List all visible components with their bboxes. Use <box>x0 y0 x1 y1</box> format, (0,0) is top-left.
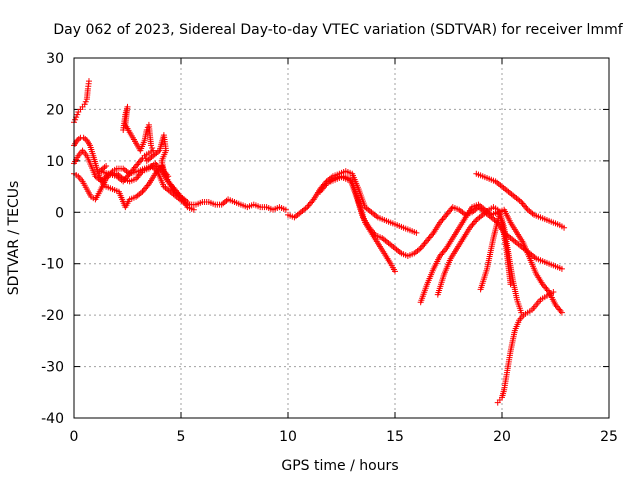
x-tick-labels: 0 5 10 15 20 25 <box>70 429 618 445</box>
data-point <box>139 155 146 162</box>
data-point <box>507 281 514 288</box>
data-point <box>149 145 156 151</box>
data-point <box>82 98 89 105</box>
x-tick-label: 25 <box>600 429 618 445</box>
y-tick-label: -30 <box>41 360 64 376</box>
x-tick-label: 20 <box>493 429 511 445</box>
series-track-9 <box>417 201 565 316</box>
data-point <box>561 224 568 231</box>
series-track-5 <box>96 103 172 185</box>
y-tick-labels: -40 -30 -20 -10 0 10 20 30 <box>41 51 64 427</box>
series-track-4 <box>71 78 92 126</box>
data-point <box>85 78 92 85</box>
series-track-13 <box>494 289 557 406</box>
y-tick-label: 20 <box>46 102 64 118</box>
y-tick-label: 0 <box>55 205 64 221</box>
data-point <box>282 206 289 213</box>
x-tick-label: 5 <box>177 429 186 445</box>
y-tick-label: 10 <box>46 154 64 170</box>
data-point <box>550 289 557 295</box>
data-point <box>165 173 172 180</box>
data-point <box>81 101 88 108</box>
x-tick-label: 0 <box>70 429 79 445</box>
data-point <box>392 268 398 275</box>
data-points <box>71 78 568 406</box>
data-point <box>148 142 155 149</box>
series-track-11 <box>477 209 525 316</box>
data-point <box>413 229 420 236</box>
data-point <box>74 111 81 118</box>
data-point <box>558 309 565 316</box>
y-tick-label: -10 <box>41 257 64 273</box>
plot-frame <box>73 57 610 419</box>
data-point <box>190 206 197 213</box>
x-tick-label: 15 <box>386 429 404 445</box>
x-axis-label: GPS time / hours <box>281 458 398 474</box>
grid-lines <box>74 58 609 418</box>
data-point <box>558 265 565 272</box>
series-track-12 <box>473 170 568 231</box>
axis-ticks <box>73 57 610 419</box>
data-point <box>72 116 79 123</box>
y-tick-label: 30 <box>46 51 64 67</box>
series-track-6 <box>285 168 420 236</box>
x-tick-label: 10 <box>279 429 297 445</box>
chart-title: Day 062 of 2023, Sidereal Day-to-day VTE… <box>53 22 623 38</box>
data-point <box>143 127 150 133</box>
y-tick-label: -20 <box>41 308 64 324</box>
y-axis-label: SDTVAR / TECUs <box>6 181 22 296</box>
y-tick-label: -40 <box>41 411 64 427</box>
